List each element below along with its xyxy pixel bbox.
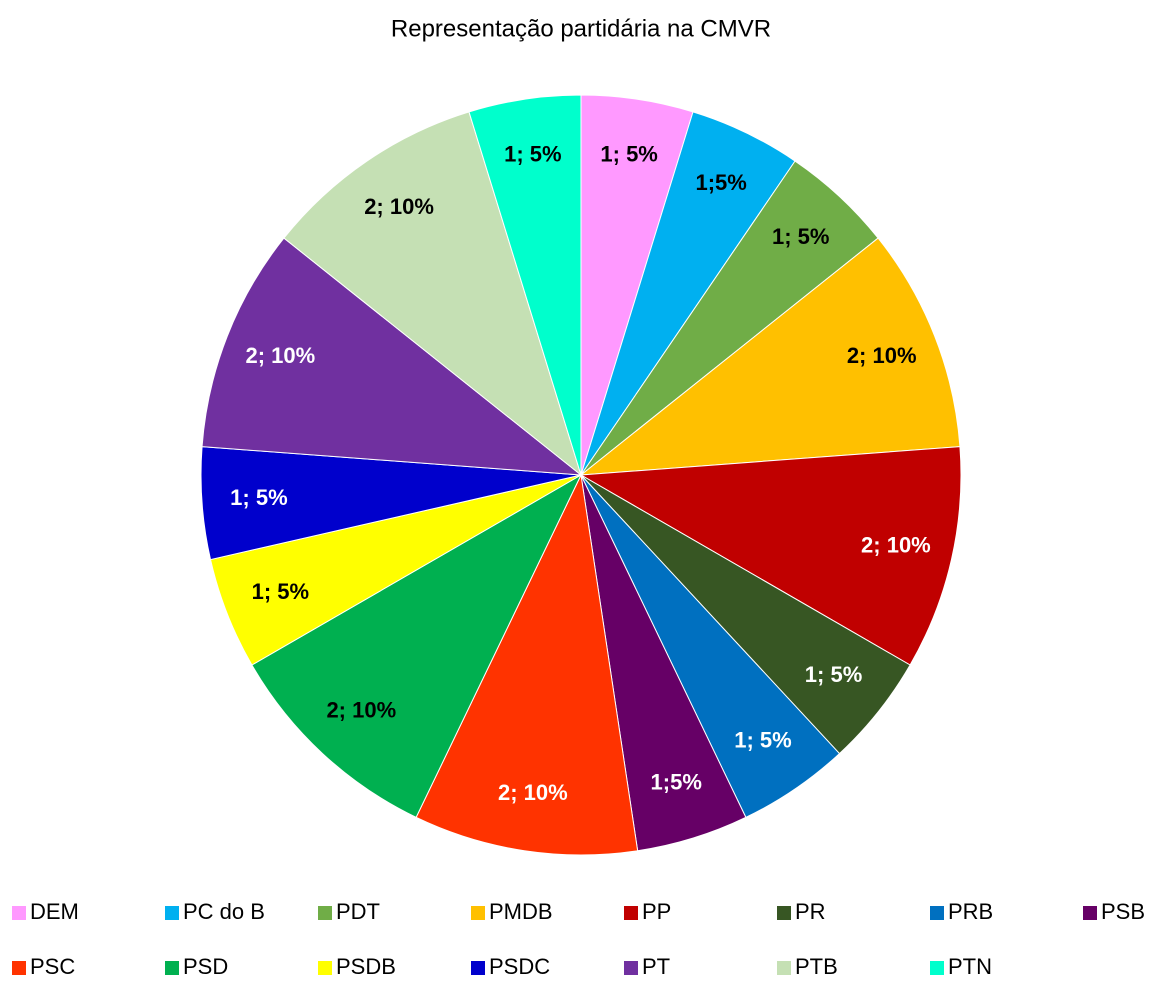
legend-swatch	[624, 961, 638, 975]
legend: DEM PC do B PDT PMDB PP PR PRB PSB PSC PSD PSDB PSD…	[12, 899, 1145, 979]
data-label: 1; 5%	[772, 224, 829, 249]
legend-label: PSDB	[336, 954, 396, 979]
legend-swatch	[1083, 906, 1097, 920]
slice	[201, 237, 583, 476]
legend-swatch	[318, 961, 332, 975]
data-label: 2; 10%	[861, 533, 931, 558]
slice	[468, 94, 582, 476]
legend-label: PR	[795, 899, 826, 924]
legend-label: PSB	[1101, 899, 1145, 924]
slice	[251, 473, 583, 819]
legend-label: PC do B	[183, 899, 265, 924]
legend-label: PMDB	[489, 899, 553, 924]
legend-swatch	[12, 906, 26, 920]
legend-swatch	[12, 961, 26, 975]
data-label: 2; 10%	[364, 194, 434, 219]
legend-swatch	[471, 961, 485, 975]
legend-swatch	[777, 961, 791, 975]
legend-label: PP	[642, 899, 671, 924]
data-label: 1;5%	[651, 769, 702, 794]
data-label: 1; 5%	[504, 141, 561, 166]
chart-title: Representação partidária na CMVR	[391, 15, 771, 42]
legend-swatch	[777, 906, 791, 920]
data-label: 1; 5%	[230, 485, 287, 510]
legend-label: PDT	[336, 899, 380, 924]
legend-swatch	[318, 906, 332, 920]
legend-label: PSD	[183, 954, 228, 979]
legend-label: PSDC	[489, 954, 550, 979]
legend-swatch	[624, 906, 638, 920]
legend-swatch	[165, 906, 179, 920]
legend-swatch	[471, 906, 485, 920]
data-label: 2; 10%	[847, 343, 917, 368]
legend-label: PT	[642, 954, 670, 979]
slice	[579, 446, 962, 666]
data-label: 1; 5%	[600, 141, 657, 166]
data-label: 2; 10%	[498, 780, 568, 805]
data-label: 2; 10%	[326, 698, 396, 723]
legend-label: DEM	[30, 899, 79, 924]
legend-label: PSC	[30, 954, 75, 979]
data-label: 2; 10%	[245, 343, 315, 368]
legend-label: PRB	[948, 899, 993, 924]
data-label: 1;5%	[695, 170, 746, 195]
legend-label: PTB	[795, 954, 838, 979]
data-label: 1; 5%	[252, 579, 309, 604]
legend-label: PTN	[948, 954, 992, 979]
slice	[415, 473, 639, 856]
legend-swatch	[930, 906, 944, 920]
slice	[579, 237, 961, 476]
data-label: 1; 5%	[734, 728, 791, 753]
legend-swatch	[165, 961, 179, 975]
data-label: 1; 5%	[805, 662, 862, 687]
legend-swatch	[930, 961, 944, 975]
pie: 1; 5% 1;5% 1; 5% 2; 10% 2; 10% 1; 5% 1; 5% 1;5%…	[200, 94, 962, 856]
slice	[283, 111, 582, 477]
